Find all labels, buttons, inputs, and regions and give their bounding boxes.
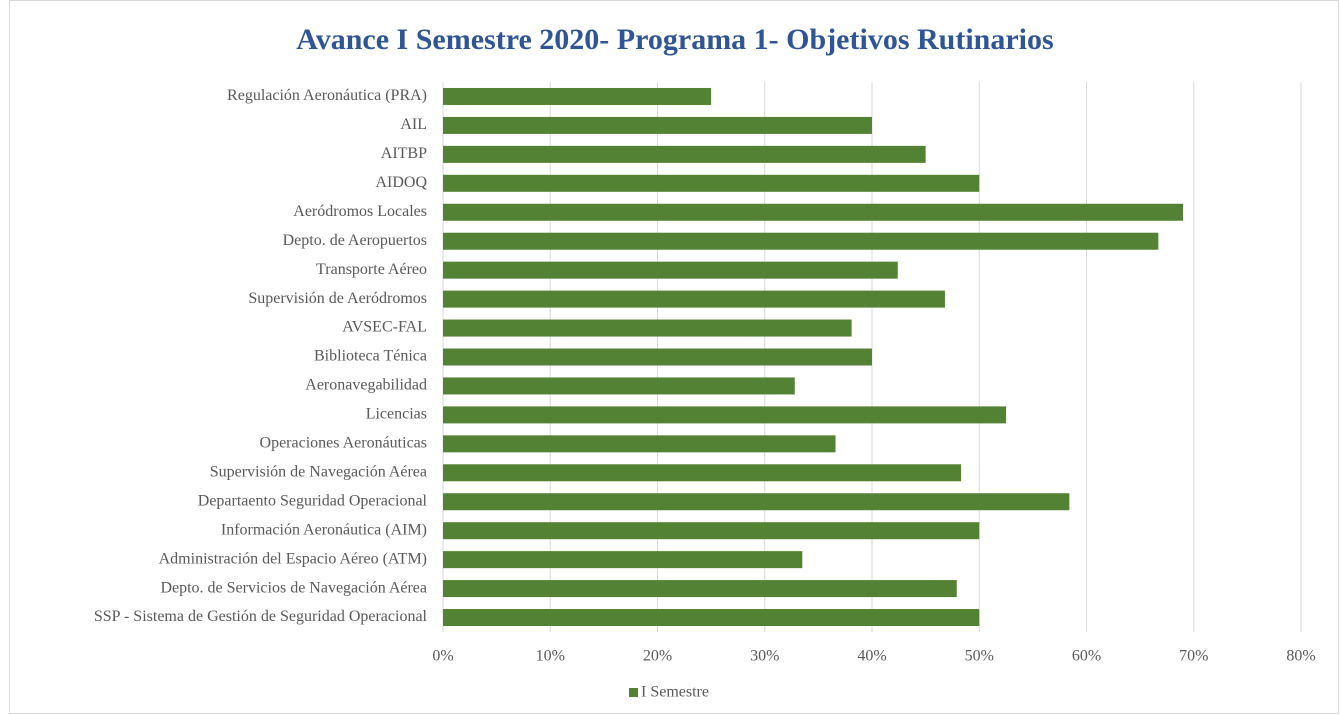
- bar: [443, 348, 872, 366]
- bar: [443, 145, 926, 163]
- bar: [443, 116, 872, 134]
- bar: [443, 174, 980, 192]
- y-tick-label: Aeródromos Locales: [293, 203, 427, 220]
- bar: [443, 319, 852, 337]
- bar: [443, 377, 795, 395]
- bar: [443, 203, 1184, 221]
- bar: [443, 435, 836, 453]
- y-tick-label: Biblioteca Ténica: [314, 348, 427, 365]
- bar: [443, 551, 803, 569]
- y-tick-label: AIL: [400, 116, 427, 133]
- bar: [443, 261, 898, 279]
- y-tick-label: Licencias: [366, 406, 427, 423]
- x-tick-label: 40%: [857, 648, 886, 665]
- y-tick-label: Depto. de Servicios de Navegación Aérea: [160, 579, 427, 596]
- x-tick-label: 0%: [432, 648, 453, 665]
- y-tick-label: Transporte Aéreo: [316, 261, 427, 278]
- y-tick-label: Supervisión de Aeródromos: [248, 290, 427, 307]
- bar: [443, 87, 712, 105]
- legend-label: I Semestre: [641, 684, 709, 701]
- bar: [443, 522, 980, 540]
- bar: [443, 290, 945, 308]
- x-tick-label: 50%: [965, 648, 994, 665]
- legend-swatch: [629, 688, 638, 697]
- y-tick-label: AIDOQ: [375, 174, 427, 191]
- y-tick-label: Administración del Espacio Aéreo (ATM): [159, 550, 427, 567]
- y-tick-label: Departaento Seguridad Operacional: [198, 492, 428, 509]
- y-tick-label: SSP - Sistema de Gestión de Seguridad Op…: [94, 608, 428, 625]
- x-tick-label: 60%: [1072, 648, 1101, 665]
- bar: [443, 464, 962, 482]
- bar: [443, 232, 1159, 250]
- bar: [443, 580, 957, 598]
- bar: [443, 493, 1070, 511]
- y-tick-label: Información Aeronáutica (AIM): [221, 521, 427, 538]
- x-tick-label: 80%: [1286, 648, 1315, 665]
- y-tick-label: Operaciones Aeronáuticas: [260, 435, 427, 452]
- y-tick-label: AITBP: [381, 145, 427, 162]
- y-tick-label: Aeronavegabilidad: [305, 377, 427, 394]
- x-tick-label: 30%: [750, 648, 779, 665]
- y-tick-label: Regulación Aeronáutica (PRA): [227, 87, 427, 104]
- y-tick-label: AVSEC-FAL: [342, 319, 427, 336]
- chart-title: Avance I Semestre 2020- Programa 1- Obje…: [296, 23, 1053, 56]
- x-tick-label: 70%: [1179, 648, 1208, 665]
- y-tick-label: Supervisión de Navegación Aérea: [210, 463, 427, 480]
- bar: [443, 609, 980, 627]
- x-tick-label: 20%: [643, 648, 672, 665]
- x-tick-label: 10%: [536, 648, 565, 665]
- y-tick-label: Depto. de Aeropuertos: [283, 232, 427, 249]
- bar: [443, 406, 1007, 424]
